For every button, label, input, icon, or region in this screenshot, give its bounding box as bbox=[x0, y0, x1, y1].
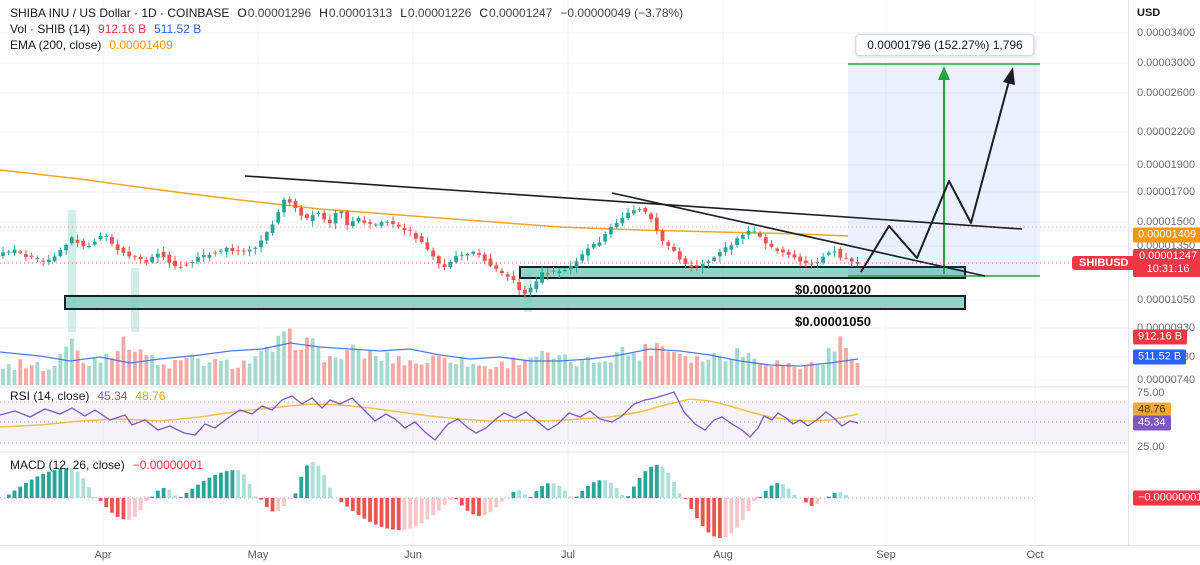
zigzag-arrow bbox=[860, 80, 1010, 273]
legend-token: Vol · SHIB (14) bbox=[10, 22, 91, 36]
legend-token: L bbox=[400, 6, 407, 20]
price-axis-label: 0.00000740 bbox=[1137, 374, 1196, 386]
ema-price-badge: 0.00001409 bbox=[1133, 227, 1200, 243]
bar-countdown: 10:31:16 bbox=[1146, 263, 1190, 275]
legend-token: MACD (12, 26, close) bbox=[10, 458, 125, 472]
legend-token: H bbox=[319, 6, 328, 20]
candles bbox=[1, 196, 860, 298]
legend-token: SHIBA INU / US Dollar · 1D · COINBASE bbox=[10, 6, 230, 20]
support-zone2-label: $0.00001050 bbox=[795, 314, 871, 329]
legend-token: 0.00001296 bbox=[247, 6, 312, 20]
volume-bars bbox=[1, 328, 860, 385]
price-axis-label: 0.00003000 bbox=[1137, 57, 1196, 69]
time-label-jun: Jun bbox=[404, 549, 422, 561]
rsi-legend[interactable]: RSI (14, close) 45.34 48.76 bbox=[10, 389, 173, 403]
time-label-may: May bbox=[247, 549, 269, 561]
last-price-badge: 0.00001247 10:31:16 bbox=[1133, 249, 1200, 277]
legend-token: 48.76 bbox=[135, 389, 166, 403]
rsi-ma-line bbox=[0, 398, 859, 428]
price-scale[interactable]: USD 0.00003400 0.00003000 0.00002600 0.00002… bbox=[1128, 0, 1200, 545]
ema-legend[interactable]: EMA (200, close) 0.00001409 bbox=[10, 38, 181, 52]
volume-ma1-badge: 912.16 B bbox=[1133, 329, 1188, 345]
legend-token: −0.00000001 bbox=[132, 458, 204, 472]
legend-token: 0.00001226 bbox=[407, 6, 472, 20]
symbol-legend[interactable]: SHIBA INU / US Dollar · 1D · COINBASE O0.… bbox=[10, 6, 691, 20]
price-axis-label: 0.00001900 bbox=[1137, 159, 1196, 171]
price-axis-label: 0.00003400 bbox=[1137, 27, 1196, 39]
price-axis-label: 0.00001050 bbox=[1137, 294, 1196, 306]
legend-token: C bbox=[479, 6, 488, 20]
time-label-apr: Apr bbox=[94, 549, 112, 561]
rsi-ma-badge: 48.76 bbox=[1133, 402, 1171, 418]
price-axis-label: 0.00001500 bbox=[1137, 216, 1196, 228]
legend-token: 511.52 B bbox=[154, 22, 202, 36]
legend-token: RSI (14, close) bbox=[10, 389, 90, 403]
price-axis-label: 75.00 bbox=[1137, 387, 1165, 399]
time-label-aug: Aug bbox=[713, 549, 733, 561]
legend-token: EMA (200, close) bbox=[10, 38, 102, 52]
rsi-value-badge: 45.34 bbox=[1133, 415, 1171, 431]
currency-label: USD bbox=[1137, 7, 1161, 19]
rsi-line bbox=[0, 391, 859, 441]
legend-token: O bbox=[237, 6, 247, 20]
legend-token: 0.00001313 bbox=[328, 6, 393, 20]
price-axis-label: 0.00002600 bbox=[1137, 87, 1196, 99]
legend-token: 0.00001247 bbox=[488, 6, 553, 20]
price-axis-label: 25.00 bbox=[1137, 441, 1165, 453]
time-label-oct: Oct bbox=[1026, 549, 1044, 561]
macd-histogram bbox=[6, 462, 848, 538]
legend-token: 912.16 B bbox=[98, 22, 147, 36]
volume-ma2-badge: 511.52 B bbox=[1133, 349, 1187, 365]
support-zone1-label: $0.00001200 bbox=[795, 282, 871, 297]
macd-legend[interactable]: MACD (12, 26, close) −0.00000001 bbox=[10, 458, 211, 472]
trendline bbox=[244, 175, 1023, 230]
last-price: 0.00001247 bbox=[1139, 250, 1198, 262]
support-zones bbox=[64, 266, 966, 310]
price-axis-label: 0.00001700 bbox=[1137, 186, 1196, 198]
ema-line bbox=[0, 169, 849, 237]
time-label-jul: Jul bbox=[560, 549, 576, 561]
price-axis-label: 0.00002200 bbox=[1137, 126, 1196, 138]
macd-value-badge: −0.00000001 bbox=[1133, 490, 1200, 506]
legend-token: −0.00000049 (−3.78%) bbox=[560, 6, 684, 20]
time-label-sep: Sep bbox=[876, 549, 896, 561]
legend-token: 45.34 bbox=[97, 389, 128, 403]
target-annotation[interactable]: 0.00001796 (152.27%) 1,796 bbox=[855, 34, 1035, 56]
trendline bbox=[611, 192, 986, 277]
legend-token: 0.00001409 bbox=[109, 38, 173, 52]
time-scale[interactable]: Apr May Jun Jul Aug Sep Oct bbox=[0, 545, 1200, 565]
symbol-price-label: SHIBUSD bbox=[1072, 256, 1136, 270]
volume-legend[interactable]: Vol · SHIB (14) 912.16 B 511.52 B bbox=[10, 22, 209, 36]
